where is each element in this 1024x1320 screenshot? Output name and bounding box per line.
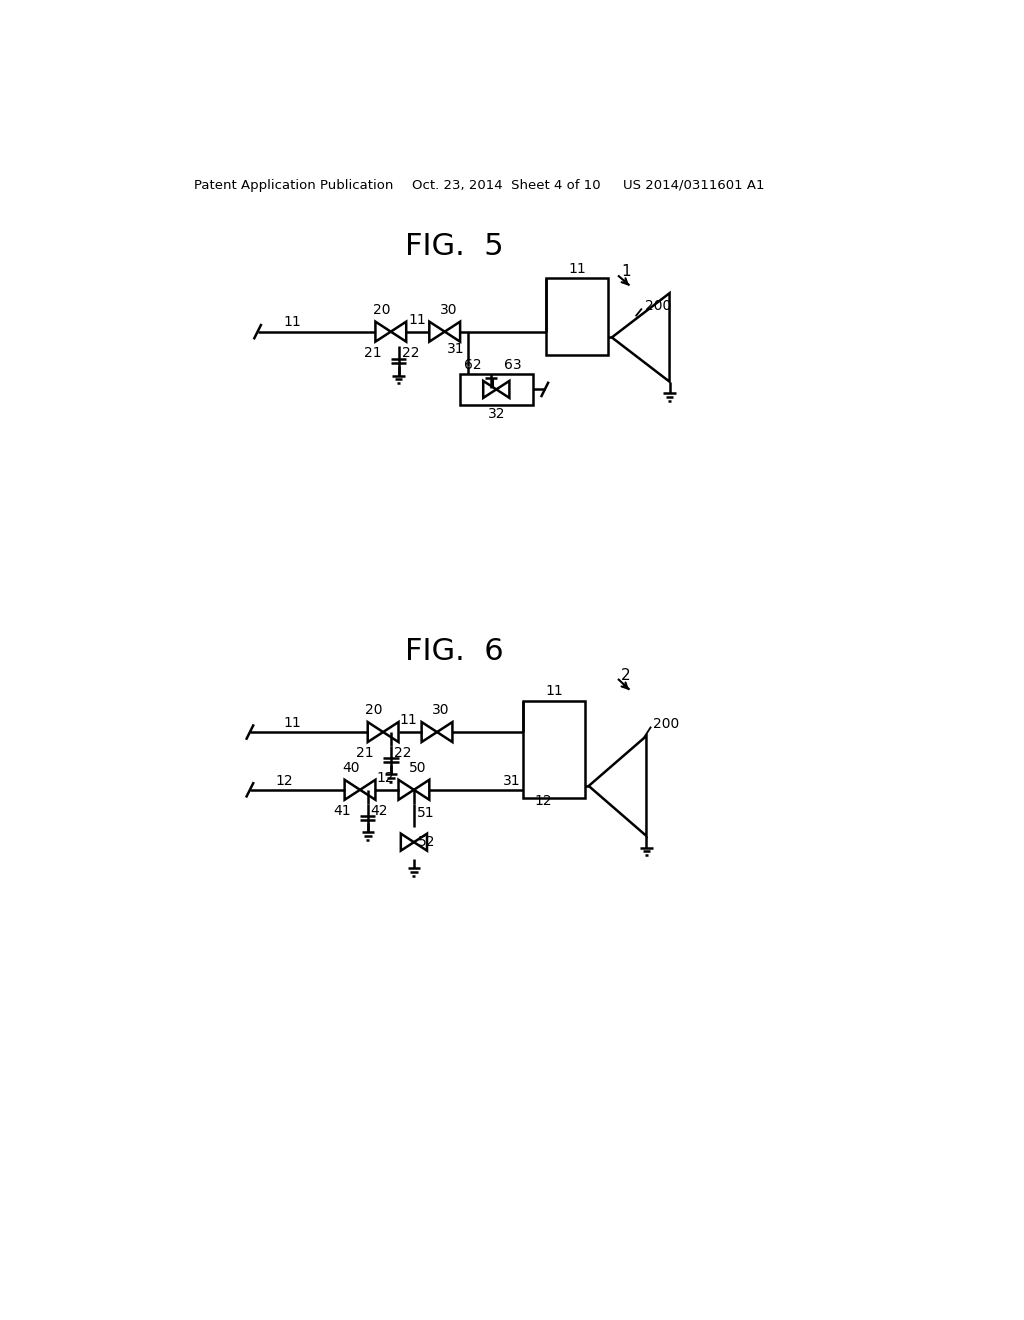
Text: 2: 2 <box>621 668 631 684</box>
Text: 62: 62 <box>464 358 481 372</box>
Text: 30: 30 <box>432 704 450 718</box>
Text: 12: 12 <box>377 771 394 785</box>
Text: 11: 11 <box>409 313 426 327</box>
Text: 31: 31 <box>447 342 465 355</box>
Text: 12: 12 <box>275 774 293 788</box>
Text: 11: 11 <box>284 315 301 330</box>
Text: 11: 11 <box>545 684 563 698</box>
Text: US 2014/0311601 A1: US 2014/0311601 A1 <box>624 178 765 191</box>
Text: 50: 50 <box>409 762 427 775</box>
Text: Patent Application Publication: Patent Application Publication <box>195 178 394 191</box>
Text: 20: 20 <box>373 304 390 317</box>
Text: 52: 52 <box>418 836 435 849</box>
Text: 200: 200 <box>652 717 679 731</box>
Text: 11: 11 <box>284 715 301 730</box>
Text: 41: 41 <box>333 804 351 817</box>
Text: 11: 11 <box>399 714 418 727</box>
Text: 21: 21 <box>364 346 382 360</box>
Text: Oct. 23, 2014  Sheet 4 of 10: Oct. 23, 2014 Sheet 4 of 10 <box>412 178 600 191</box>
Bar <box>460 374 534 405</box>
Text: 30: 30 <box>440 304 458 317</box>
Text: FIG.  5: FIG. 5 <box>404 232 503 261</box>
Text: 11: 11 <box>568 261 586 276</box>
Text: 51: 51 <box>417 807 434 820</box>
Text: 20: 20 <box>366 704 383 718</box>
Bar <box>523 701 585 797</box>
Text: 21: 21 <box>356 746 374 760</box>
Text: 40: 40 <box>342 762 359 775</box>
Text: 31: 31 <box>503 774 520 788</box>
Text: 42: 42 <box>371 804 388 817</box>
Text: 22: 22 <box>401 346 419 360</box>
Text: 1: 1 <box>621 264 631 279</box>
Text: 12: 12 <box>535 793 552 808</box>
Text: 200: 200 <box>645 300 671 313</box>
Bar <box>547 277 608 355</box>
Text: FIG.  6: FIG. 6 <box>404 636 503 665</box>
Text: 22: 22 <box>394 746 412 760</box>
Text: 63: 63 <box>504 358 521 372</box>
Text: 32: 32 <box>487 407 505 421</box>
